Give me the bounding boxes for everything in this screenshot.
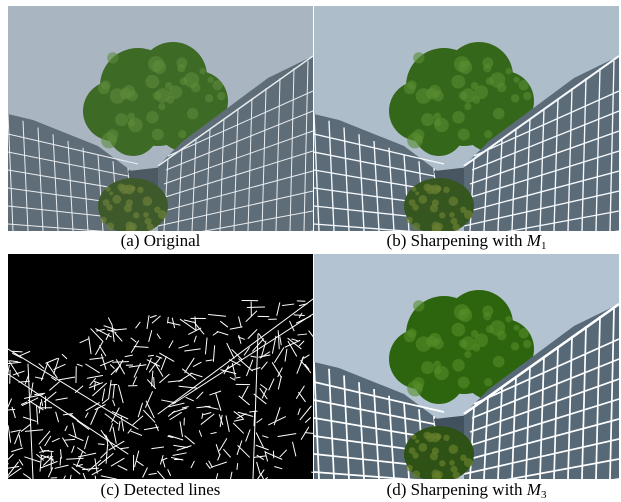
- sharpened-photo-m3: [314, 254, 619, 479]
- caption-original: (a) Original: [8, 231, 313, 251]
- scene: [314, 6, 619, 231]
- caption-symbol: M: [527, 231, 541, 250]
- scene: [314, 254, 619, 479]
- panel-sharpening-m3: [314, 254, 619, 479]
- caption-sharpening-m3: (d) Sharpening with M3: [314, 480, 619, 500]
- detected-lines-image: [8, 254, 313, 479]
- panel-sharpening-m1: [314, 6, 619, 231]
- background: [8, 254, 313, 479]
- scene: [8, 6, 313, 231]
- caption-subscript: 1: [541, 240, 547, 252]
- panel-original: [8, 6, 313, 231]
- sharpened-photo-m1: [314, 6, 619, 231]
- caption-text: (b) Sharpening with: [387, 231, 527, 250]
- caption-subscript: 3: [541, 489, 547, 501]
- caption-text: (d) Sharpening with: [387, 480, 527, 499]
- panel-detected-lines: [8, 254, 313, 479]
- caption-symbol: M: [527, 480, 541, 499]
- caption-text: (c) Detected lines: [101, 480, 221, 499]
- caption-sharpening-m1: (b) Sharpening with M1: [314, 231, 619, 251]
- caption-detected-lines: (c) Detected lines: [8, 480, 313, 500]
- original-photo: [8, 6, 313, 231]
- caption-text: (a) Original: [121, 231, 201, 250]
